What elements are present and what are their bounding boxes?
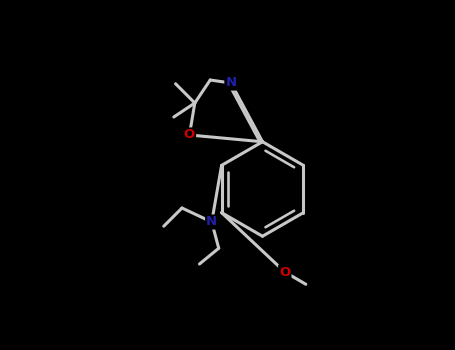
- Text: O: O: [184, 128, 195, 141]
- Text: N: N: [206, 216, 217, 229]
- Text: N: N: [225, 77, 237, 90]
- Text: O: O: [279, 266, 290, 279]
